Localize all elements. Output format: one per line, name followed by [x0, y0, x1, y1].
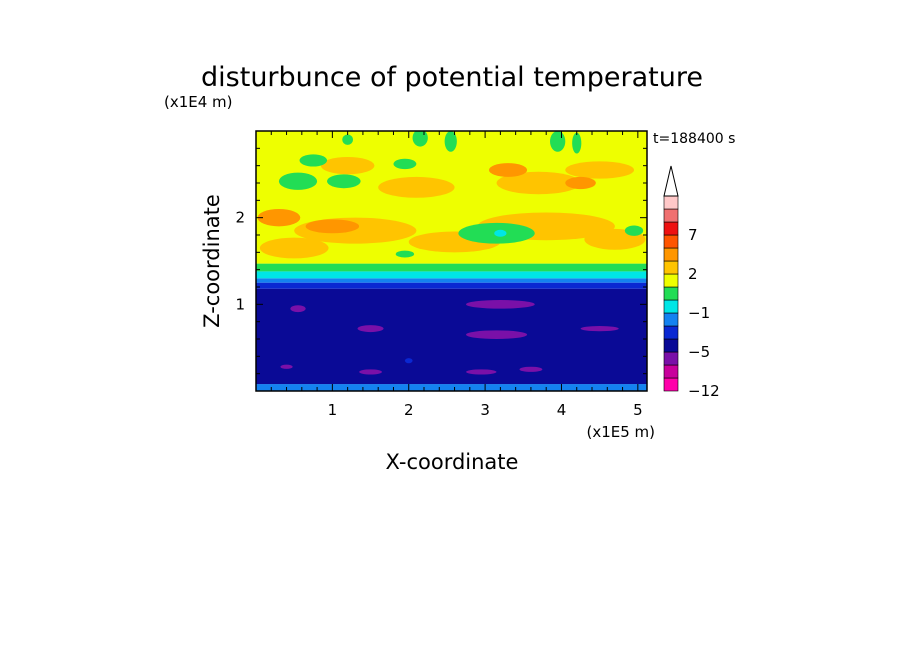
contour-patch-15	[278, 172, 318, 190]
x-tick-label: 5	[633, 401, 643, 419]
time-label: t=188400 s	[653, 131, 735, 147]
contour-patch-24	[550, 131, 566, 152]
colorbar-swatch-2	[663, 351, 679, 366]
colorbar-tick-label: −5	[688, 343, 710, 361]
contour-patch-34	[280, 364, 293, 369]
x-axis-label: X-coordinate	[386, 450, 519, 474]
colorbar-tick-label: −1	[688, 304, 710, 322]
contour-patch-30	[580, 326, 619, 332]
contour-patch-10	[305, 219, 360, 234]
x-tick-label: 1	[328, 401, 338, 419]
contour-band-2	[256, 282, 647, 289]
contour-patch-7	[320, 157, 375, 175]
contour-patch-32	[466, 369, 497, 375]
contour-patch-29	[466, 330, 528, 339]
colorbar-swatch-5	[663, 312, 679, 327]
contour-patch-31	[359, 369, 383, 375]
colorbar-swatch-6	[663, 299, 679, 314]
colorbar-swatch-4	[663, 325, 679, 340]
y-tick-label: 1	[235, 295, 245, 313]
contour-patch-25	[572, 132, 582, 154]
x-axis-ticks: 1 2 3 4 5	[270, 131, 643, 419]
contour-band-4	[256, 271, 647, 279]
colorbar-swatch-1	[663, 364, 679, 379]
colorbar-swatch-14	[663, 195, 679, 210]
contour-patch-19	[624, 225, 644, 236]
contour-patch-21	[342, 134, 353, 145]
contour-band-0	[256, 384, 647, 391]
colorbar-swatch-3	[663, 338, 679, 353]
contour-patch-18	[393, 158, 417, 170]
contour-patch-17	[299, 154, 328, 167]
colorbar: 7 2 −1 −5 −12	[663, 165, 720, 400]
contour-band-3	[256, 278, 647, 283]
colorbar-swatch-0	[663, 377, 679, 392]
y-unit-label: (x1E4 m)	[164, 93, 233, 111]
y-axis-label: Z-coordinate	[200, 194, 224, 328]
colorbar-tick-label: −12	[688, 382, 720, 400]
contour-plot-area	[256, 131, 647, 391]
contour-patch-11	[488, 163, 528, 177]
colorbar-swatch-11	[663, 234, 679, 249]
colorbar-tick-label: 2	[688, 265, 698, 283]
colorbar-swatch-13	[663, 208, 679, 223]
x-tick-label: 2	[404, 401, 414, 419]
contour-patch-9	[257, 209, 301, 227]
contour-patch-35	[404, 358, 413, 364]
chart-title: disturbunce of potential temperature	[201, 62, 703, 93]
contour-patch-33	[519, 366, 543, 372]
contour-patch-22	[412, 131, 428, 147]
y-axis-ticks: 12	[235, 147, 647, 375]
contour-patch-20	[395, 250, 415, 258]
contour-patch-8	[565, 161, 635, 179]
colorbar-swatch-9	[663, 260, 679, 275]
contour-band-5	[256, 263, 647, 272]
colorbar-extend-arrow	[663, 165, 679, 197]
y-tick-label: 2	[235, 209, 245, 227]
colorbar-swatch-7	[663, 286, 679, 301]
contour-patch-23	[444, 131, 457, 152]
x-unit-label: (x1E5 m)	[586, 423, 655, 441]
colorbar-swatch-8	[663, 273, 679, 288]
contour-patch-12	[565, 176, 596, 190]
contour-patch-6	[496, 171, 581, 195]
colorbar-swatch-10	[663, 247, 679, 262]
plot-frame	[255, 130, 648, 392]
x-tick-label: 3	[480, 401, 490, 419]
x-tick-label: 4	[557, 401, 567, 419]
contour-band-1	[256, 288, 647, 385]
contour-patch-27	[357, 325, 384, 333]
colorbar-swatch-12	[663, 221, 679, 236]
contour-patch-5	[378, 176, 455, 198]
contour-patch-16	[327, 174, 361, 189]
colorbar-tick-label: 7	[688, 226, 698, 244]
contour-patch-0	[259, 237, 329, 259]
contour-patch-28	[466, 300, 535, 309]
contour-patch-26	[290, 305, 306, 313]
contour-patch-14	[494, 229, 507, 237]
